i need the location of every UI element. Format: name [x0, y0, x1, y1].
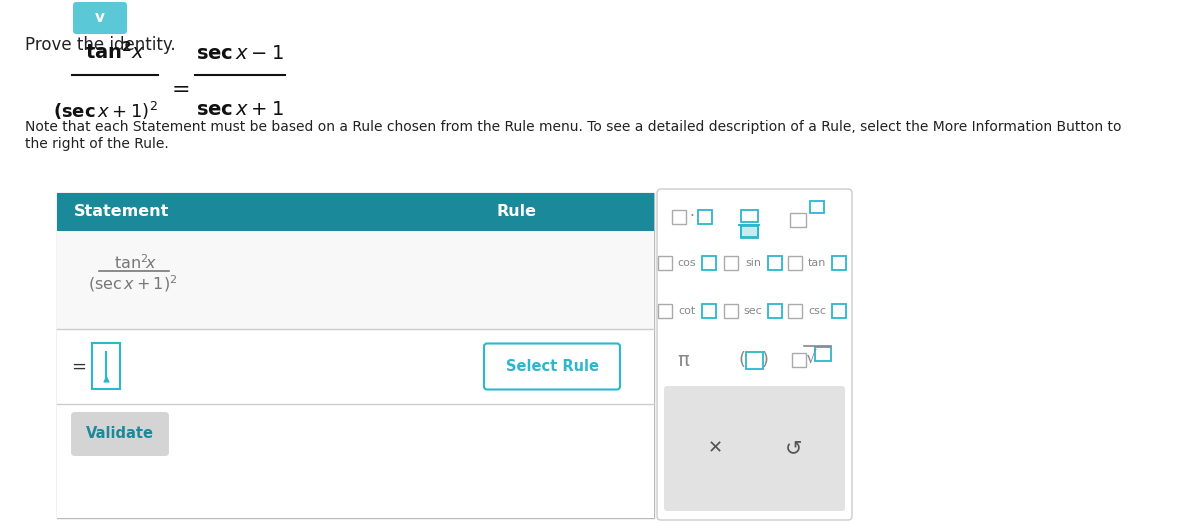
Text: Validate: Validate: [86, 426, 154, 441]
Text: $\mathbf{sec\,\it{x}+1}$: $\mathbf{sec\,\it{x}+1}$: [196, 100, 284, 119]
Text: cot: cot: [678, 306, 696, 316]
FancyBboxPatch shape: [832, 256, 846, 269]
Text: tan: tan: [808, 258, 826, 268]
Text: ): ): [762, 351, 768, 369]
Text: =: =: [72, 358, 86, 376]
Text: Rule: Rule: [497, 204, 538, 220]
Point: [96, 375, 115, 383]
FancyBboxPatch shape: [658, 256, 672, 269]
FancyBboxPatch shape: [702, 256, 716, 269]
FancyBboxPatch shape: [740, 210, 757, 222]
Bar: [58, 231, 654, 329]
FancyBboxPatch shape: [484, 344, 620, 390]
Text: √: √: [805, 350, 816, 368]
Text: Select Rule: Select Rule: [505, 359, 599, 374]
Text: $\mathrm{tan}^2\!x$: $\mathrm{tan}^2\!x$: [114, 253, 156, 272]
Text: v: v: [95, 10, 106, 26]
FancyBboxPatch shape: [768, 256, 782, 269]
Bar: [58, 193, 654, 518]
Text: (: (: [738, 351, 745, 369]
Text: $(\mathrm{sec}\,x + 1)^2$: $(\mathrm{sec}\,x + 1)^2$: [89, 273, 178, 294]
FancyBboxPatch shape: [740, 225, 757, 237]
FancyBboxPatch shape: [832, 303, 846, 317]
FancyBboxPatch shape: [92, 343, 120, 389]
Text: csc: csc: [808, 306, 826, 316]
Text: Prove the identity.: Prove the identity.: [25, 36, 175, 54]
FancyBboxPatch shape: [745, 351, 762, 369]
Text: $\mathbf{(sec\,\it{x}+1)^2}$: $\mathbf{(sec\,\it{x}+1)^2}$: [53, 100, 157, 122]
Text: π: π: [677, 350, 689, 370]
FancyBboxPatch shape: [724, 303, 738, 317]
Text: the right of the Rule.: the right of the Rule.: [25, 137, 169, 151]
Text: Statement: Statement: [74, 204, 169, 220]
Text: $\mathbf{sec\,\it{x}-1}$: $\mathbf{sec\,\it{x}-1}$: [196, 44, 284, 63]
FancyBboxPatch shape: [664, 386, 845, 511]
FancyBboxPatch shape: [768, 303, 782, 317]
FancyBboxPatch shape: [698, 210, 712, 223]
FancyBboxPatch shape: [73, 2, 127, 34]
FancyBboxPatch shape: [672, 210, 686, 223]
Text: cos: cos: [678, 258, 696, 268]
Text: Note that each Statement must be based on a Rule chosen from the Rule menu. To s: Note that each Statement must be based o…: [25, 120, 1122, 134]
FancyBboxPatch shape: [740, 224, 757, 236]
FancyBboxPatch shape: [658, 303, 672, 317]
Text: $\mathbf{tan}^{\mathbf{2}}\mathbf{\it{x}}$: $\mathbf{tan}^{\mathbf{2}}\mathbf{\it{x}…: [85, 41, 145, 63]
FancyBboxPatch shape: [788, 303, 802, 317]
Bar: [58, 329, 654, 404]
FancyBboxPatch shape: [788, 256, 802, 269]
FancyBboxPatch shape: [724, 256, 738, 269]
Text: $=$: $=$: [167, 78, 190, 98]
Text: sin: sin: [745, 258, 761, 268]
FancyBboxPatch shape: [702, 303, 716, 317]
FancyBboxPatch shape: [658, 189, 852, 520]
Text: sec: sec: [744, 306, 762, 316]
Text: ↺: ↺: [785, 438, 803, 459]
Text: ·: ·: [690, 210, 695, 224]
Bar: [58, 193, 654, 231]
Text: ✕: ✕: [708, 439, 722, 458]
FancyBboxPatch shape: [71, 412, 169, 456]
FancyBboxPatch shape: [815, 347, 830, 360]
FancyBboxPatch shape: [792, 353, 806, 367]
Bar: [58, 404, 654, 518]
FancyBboxPatch shape: [790, 212, 806, 226]
FancyBboxPatch shape: [810, 200, 824, 212]
